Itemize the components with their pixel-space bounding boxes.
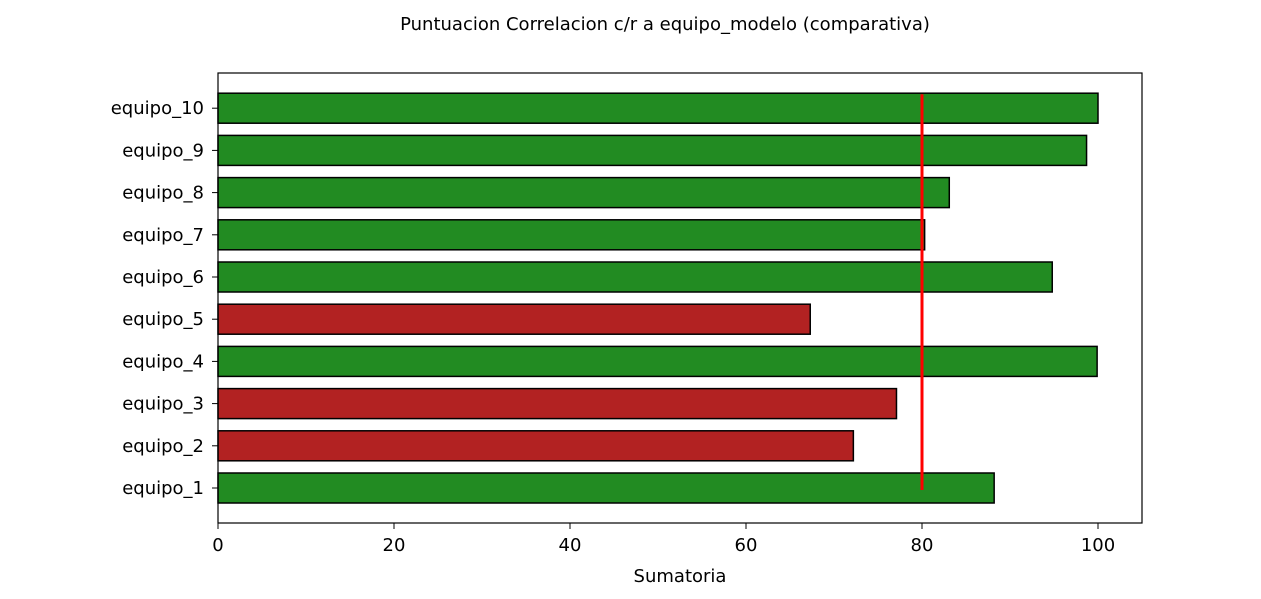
y-tick-label: equipo_10 bbox=[111, 98, 204, 119]
y-tick-label: equipo_8 bbox=[122, 183, 204, 204]
bar-equipo_1 bbox=[217, 472, 995, 504]
x-tick-label: 60 bbox=[735, 535, 758, 556]
y-tick-label: equipo_1 bbox=[122, 478, 204, 499]
bar-equipo_6 bbox=[217, 261, 1053, 293]
bar-equipo_4 bbox=[217, 345, 1098, 378]
plot-frame bbox=[217, 72, 1143, 524]
x-tick-label: 40 bbox=[559, 535, 582, 556]
bar-equipo_5 bbox=[217, 303, 811, 335]
bar-equipo_7 bbox=[217, 219, 926, 251]
y-tick-label: equipo_7 bbox=[122, 225, 204, 246]
x-tick-label: 100 bbox=[1081, 535, 1115, 556]
x-tick-label: 20 bbox=[383, 535, 406, 556]
y-tick-label: equipo_9 bbox=[122, 140, 204, 161]
chart-title: Puntuacion Correlacion c/r a equipo_mode… bbox=[400, 14, 930, 35]
y-tick-label: equipo_3 bbox=[122, 394, 204, 415]
bar-equipo_8 bbox=[217, 176, 951, 209]
x-tick-label: 80 bbox=[911, 535, 934, 556]
y-tick-label: equipo_2 bbox=[122, 436, 204, 457]
bars bbox=[217, 92, 1099, 504]
bar-equipo_3 bbox=[217, 387, 898, 420]
x-axis: 0 20 40 60 80 100 bbox=[212, 523, 1115, 556]
x-axis-label: Sumatoria bbox=[634, 566, 727, 587]
bar-equipo_2 bbox=[217, 430, 855, 462]
bar-equipo_10 bbox=[217, 92, 1099, 124]
x-tick-label: 0 bbox=[212, 535, 223, 556]
y-tick-label: equipo_6 bbox=[122, 267, 204, 288]
y-axis: equipo_1 equipo_2 equipo_3 equipo_4 equipo_5… bbox=[111, 98, 218, 499]
bar-equipo_9 bbox=[217, 134, 1088, 167]
y-tick-label: equipo_5 bbox=[122, 309, 204, 330]
y-tick-label: equipo_4 bbox=[122, 351, 204, 372]
